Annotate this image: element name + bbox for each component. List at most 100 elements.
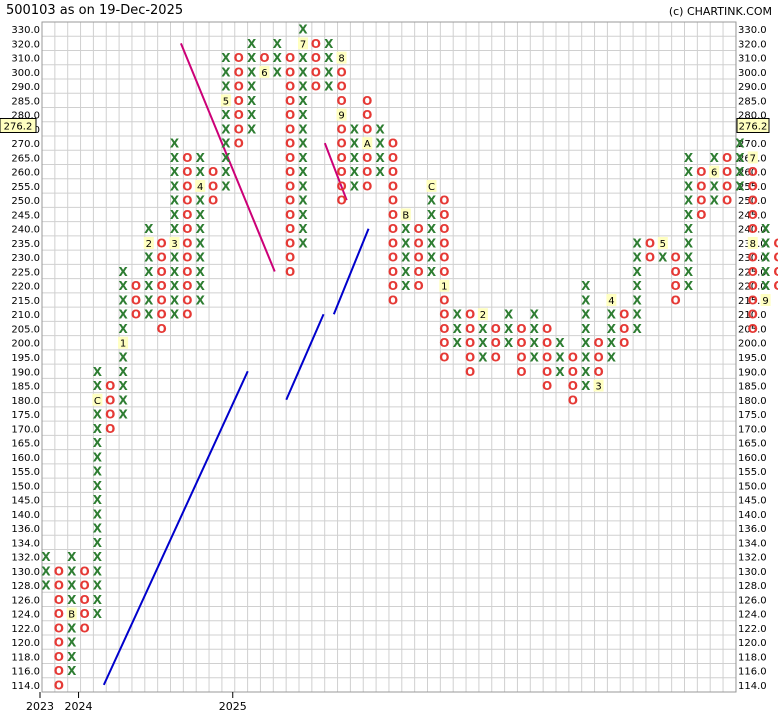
y-tick-label: 285.0 — [11, 96, 40, 107]
x-box: X — [298, 194, 308, 208]
o-box: O — [285, 108, 295, 122]
o-box: O — [54, 607, 64, 621]
o-box: O — [388, 265, 398, 279]
o-box: O — [414, 222, 424, 236]
x-box: X — [118, 308, 128, 322]
o-box: O — [362, 165, 372, 179]
x-box: X — [761, 279, 771, 293]
y-tick-label: 290.0 — [11, 82, 40, 93]
x-box: X — [118, 322, 128, 336]
month-mark: 2 — [480, 310, 486, 321]
x-box: X — [170, 151, 180, 165]
o-box: O — [362, 179, 372, 193]
x-box: X — [67, 664, 77, 678]
o-box: O — [388, 179, 398, 193]
x-box: X — [427, 236, 437, 250]
o-box: O — [465, 308, 475, 322]
o-box: O — [182, 194, 192, 208]
y-tick-label: 122.0 — [738, 624, 767, 635]
o-box: O — [79, 579, 89, 593]
x-box: X — [93, 564, 103, 578]
o-box: O — [542, 322, 552, 336]
y-tick-label: 116.0 — [11, 667, 40, 678]
o-box: O — [54, 678, 64, 692]
y-tick-label: 145.0 — [738, 496, 767, 507]
month-mark: 7 — [300, 39, 306, 50]
y-tick-label: 255.0 — [738, 182, 767, 193]
y-tick-label: 145.0 — [11, 496, 40, 507]
x-box: X — [735, 165, 745, 179]
y-tick-label: 290.0 — [738, 82, 767, 93]
y-tick-label: 124.0 — [738, 610, 767, 621]
y-tick-label: 280.0 — [11, 111, 40, 122]
x-box: X — [298, 179, 308, 193]
y-tick-label: 205.0 — [11, 324, 40, 335]
x-box: X — [427, 251, 437, 265]
x-box: X — [555, 365, 565, 379]
y-tick-label: 260.0 — [11, 168, 40, 179]
y-tick-label: 285.0 — [738, 96, 767, 107]
o-box: O — [182, 179, 192, 193]
x-box: X — [144, 251, 154, 265]
o-box: O — [105, 393, 115, 407]
x-box: X — [93, 593, 103, 607]
month-mark: 1 — [120, 339, 126, 350]
x-box: X — [298, 151, 308, 165]
x-box: X — [581, 379, 591, 393]
x-box: X — [375, 137, 385, 151]
month-mark: 6 — [261, 68, 267, 79]
o-box: O — [414, 236, 424, 250]
x-box: X — [170, 194, 180, 208]
x-box: X — [118, 365, 128, 379]
o-box: O — [182, 222, 192, 236]
o-box: O — [336, 65, 346, 79]
current-price-right: 276.2 — [739, 121, 768, 132]
o-box: O — [414, 265, 424, 279]
o-box: O — [285, 251, 295, 265]
x-box: X — [710, 194, 720, 208]
x-box: X — [504, 336, 514, 350]
x-box: X — [710, 179, 720, 193]
x-box: X — [170, 165, 180, 179]
o-box: O — [336, 151, 346, 165]
y-tick-label: 250.0 — [738, 196, 767, 207]
o-box: O — [131, 293, 141, 307]
y-tick-label: 215.0 — [11, 296, 40, 307]
y-tick-label: 175.0 — [738, 410, 767, 421]
x-box: X — [67, 650, 77, 664]
x-box: X — [401, 279, 411, 293]
x-box: X — [735, 179, 745, 193]
x-box: X — [247, 94, 257, 108]
y-tick-label: 240.0 — [11, 225, 40, 236]
x-box: X — [478, 351, 488, 365]
o-box: O — [285, 208, 295, 222]
o-box: O — [388, 293, 398, 307]
month-mark: C — [428, 182, 435, 193]
o-box: O — [619, 336, 629, 350]
x-box: X — [735, 151, 745, 165]
o-box: O — [234, 122, 244, 136]
o-box: O — [285, 165, 295, 179]
x-box: X — [93, 408, 103, 422]
x-box: X — [93, 493, 103, 507]
x-box: X — [67, 636, 77, 650]
x-box: X — [684, 151, 694, 165]
y-tick-label: 185.0 — [738, 382, 767, 393]
x-box: X — [350, 165, 360, 179]
o-box: O — [516, 336, 526, 350]
o-box: O — [208, 194, 218, 208]
o-box: O — [491, 322, 501, 336]
o-box: O — [748, 194, 758, 208]
y-tick-label: 128.0 — [738, 581, 767, 592]
x-box: X — [196, 293, 206, 307]
x-box: X — [632, 293, 642, 307]
y-tick-label: 116.0 — [738, 667, 767, 678]
y-tick-label: 180.0 — [738, 396, 767, 407]
o-box: O — [748, 322, 758, 336]
o-box: O — [336, 94, 346, 108]
x-box: X — [684, 179, 694, 193]
x-box: X — [118, 393, 128, 407]
o-box: O — [388, 151, 398, 165]
month-mark-bg — [92, 393, 103, 406]
